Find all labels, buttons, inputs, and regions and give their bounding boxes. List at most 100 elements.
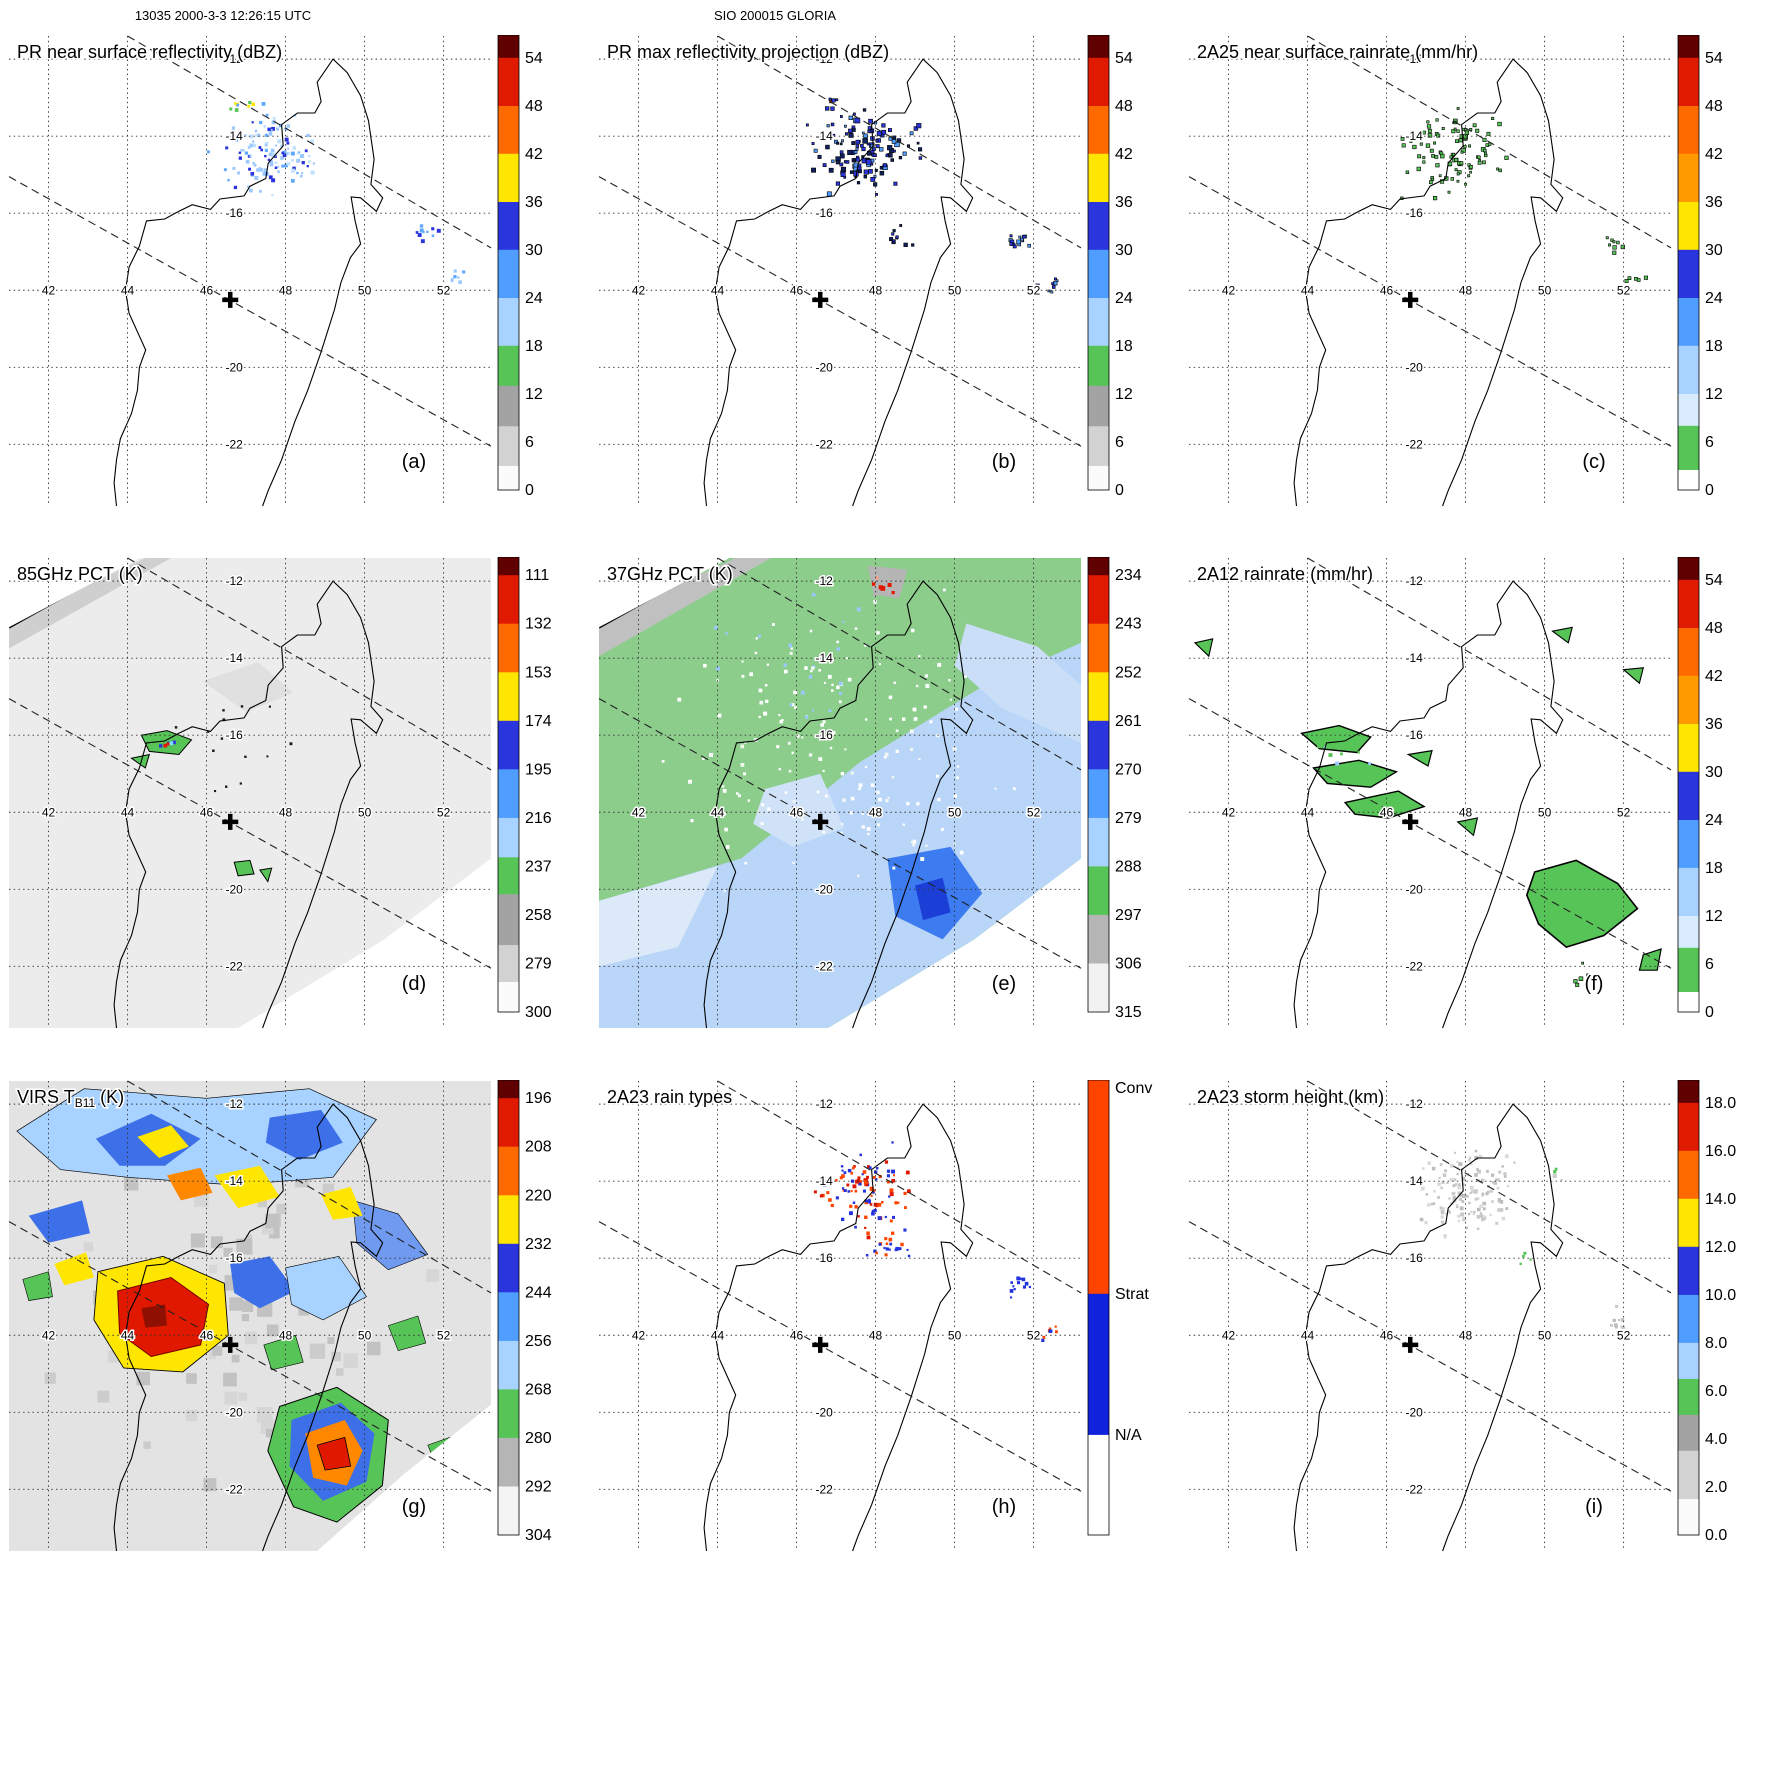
swath-edge-line — [8, 176, 492, 447]
lon-tick-label: 42 — [632, 805, 646, 819]
colorbar-segment — [1678, 1246, 1699, 1296]
panel-i: 42 44 46 48 50 52 -12 -14 -16 -20 -22 2A23 storm he… — [1188, 1080, 1771, 1552]
swath-band — [9, 558, 491, 1028]
panel-title: PR max reflectivity projection (dBZ) — [607, 42, 889, 62]
colorbar-outline — [1677, 1080, 1700, 1536]
lat-tick-label: -22 — [816, 959, 834, 973]
colorbar-segment — [1088, 866, 1109, 916]
lon-tick-label: 48 — [1459, 1328, 1473, 1342]
colorbar-tick-label: 6 — [1705, 956, 1714, 973]
colorbar-tick-label: 196 — [525, 1090, 552, 1107]
site-label: SIO 200015 GLORIA — [713, 8, 837, 23]
lon-tick-label: 46 — [200, 805, 214, 819]
madagascar-coastline — [113, 1103, 384, 1552]
panel-e: 42 44 46 48 50 52 -12 -14 -16 -20 -22 37GHz PCT (K)… — [598, 557, 1181, 1029]
site-cross-marker — [812, 813, 829, 830]
colorbar-outline — [497, 1080, 520, 1536]
data-speckles — [1035, 277, 1059, 294]
colorbar-tick-label: 306 — [1115, 955, 1142, 972]
panel-d-map: 42 44 46 48 50 52 -12 -14 -16 -20 -22 85GHz PCT (K)… — [8, 557, 492, 1029]
lon-tick-label: 44 — [121, 805, 135, 819]
colorbar-tick-label: 48 — [1705, 620, 1723, 637]
colorbar-segment — [1678, 298, 1699, 347]
colorbar-tick-label: 304 — [525, 1527, 552, 1544]
swath-edge-line — [598, 176, 1082, 447]
data-speckles — [805, 108, 923, 197]
colorbar-segment — [498, 1243, 519, 1293]
colorbar-tick-label: 153 — [525, 664, 552, 681]
data-blob — [599, 642, 1081, 1028]
colorbar-tick-label: N/A — [1115, 1427, 1142, 1444]
colorbar-tick-label: 244 — [525, 1284, 552, 1301]
colorbar-segment — [1678, 628, 1699, 677]
lon-tick-label: 46 — [1380, 1328, 1394, 1342]
lon-tick-label: 50 — [1538, 1328, 1552, 1342]
colorbar-segment — [1678, 106, 1699, 155]
colorbar-tick-label: 36 — [1705, 716, 1723, 733]
colorbar-tick-label: Conv — [1115, 1080, 1152, 1097]
data-blob — [9, 558, 171, 649]
colorbar-segment — [498, 1195, 519, 1245]
colorbar-tick-label: 18 — [1705, 860, 1723, 877]
lon-tick-label: 50 — [358, 805, 372, 819]
colorbar-tick-label: 256 — [525, 1333, 552, 1350]
colorbar-segment — [1088, 345, 1109, 387]
lon-tick-label: 42 — [1222, 1328, 1236, 1342]
lon-tick-label: 48 — [279, 805, 293, 819]
colorbar-tick-label: 258 — [525, 907, 552, 924]
data-speckles — [207, 102, 315, 197]
swath-edge-line — [127, 557, 492, 771]
colorbar-tick-label: 279 — [525, 955, 552, 972]
data-speckles — [1419, 1149, 1516, 1239]
panel-f-map: 42 44 46 48 50 52 -12 -14 -16 -20 -22 2A12 rainrate… — [1188, 557, 1672, 1029]
data-speckles — [714, 593, 867, 719]
panel-title: PR near surface reflectivity (dBZ) — [17, 42, 282, 62]
panel-d: 42 44 46 48 50 52 -12 -14 -16 -20 -22 85GHz PCT (K)… — [8, 557, 591, 1029]
colorbar-tick-label: 18 — [1705, 338, 1723, 355]
panel-h: 42 44 46 48 50 52 -12 -14 -16 -20 -22 2A23 rain typ… — [598, 1080, 1181, 1552]
colorbar-segment — [1678, 1294, 1699, 1344]
data-blob — [1456, 817, 1479, 837]
madagascar-coastline — [1293, 580, 1564, 1029]
colorbar-tick-label: 279 — [1115, 810, 1142, 827]
colorbar-segment — [498, 1098, 519, 1148]
data-blob — [1622, 667, 1645, 685]
axis-labels: 42 44 46 48 50 52 -12 -14 -16 -20 -22 — [630, 51, 1042, 453]
lat-tick-label: -14 — [1406, 1174, 1424, 1188]
colorbar-segment — [1088, 298, 1109, 347]
data-speckles — [1552, 1167, 1563, 1181]
colorbar-segment — [1678, 992, 1699, 1013]
lat-tick-label: -16 — [1406, 1251, 1424, 1265]
colorbar-tick-label: 24 — [1705, 812, 1723, 829]
colorbar-segment — [498, 623, 519, 673]
data-blob — [230, 1256, 296, 1309]
lat-tick-label: -20 — [1406, 882, 1424, 896]
data-blob — [28, 1200, 90, 1243]
site-cross-marker — [1402, 813, 1419, 830]
colorbar-h: Conv Strat N/A — [1087, 1080, 1152, 1536]
data-blob — [137, 1125, 189, 1158]
colorbar-segment — [1678, 1342, 1699, 1380]
colorbar-tick-label: 30 — [1705, 242, 1723, 259]
data-speckles — [1041, 1325, 1058, 1342]
lat-tick-label: -22 — [226, 437, 244, 451]
colorbar-segment — [1088, 720, 1109, 770]
colorbar-tick-label: 237 — [525, 858, 552, 875]
data-speckles — [661, 588, 1016, 893]
colorbar-tick-label: 42 — [1115, 146, 1133, 163]
lon-tick-label: 50 — [1538, 283, 1552, 297]
lon-tick-label: 52 — [1027, 805, 1041, 819]
lon-tick-label: 48 — [279, 283, 293, 297]
data-speckles — [174, 705, 293, 793]
lon-tick-label: 42 — [42, 1328, 56, 1342]
data-speckles — [1610, 1304, 1626, 1329]
colorbar-segment — [498, 817, 519, 858]
lat-tick-label: -12 — [226, 574, 244, 588]
colorbar-i: 18.0 16.0 14.0 12.0 10.0 8.0 6.0 4.0 2.0 0.0 — [1677, 1080, 1736, 1544]
lat-tick-label: -16 — [816, 206, 834, 220]
colorbar-segment — [1088, 57, 1109, 107]
colorbar-tick-label: 24 — [1705, 290, 1723, 307]
colorbar-segment — [1678, 57, 1699, 107]
colorbar-tick-label: 6 — [1705, 434, 1714, 451]
colorbar-tick-label: 300 — [525, 1004, 552, 1021]
